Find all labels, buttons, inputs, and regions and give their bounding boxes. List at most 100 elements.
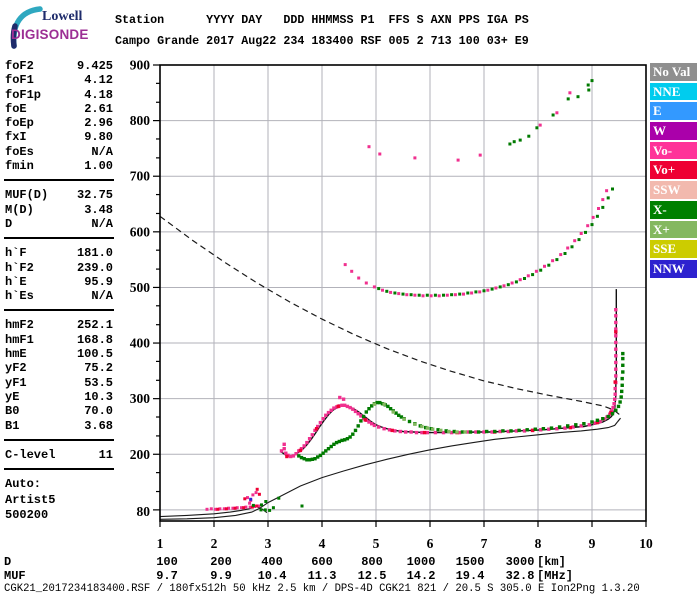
muf-row: MUF 9.7 9.9 10.4 11.3 12.5 14.2 19.4 32.8 [MHz] [0,569,700,583]
legend-item-e: E [650,102,697,121]
param-value: 181.0 [76,246,113,261]
param-label: foEs [5,144,34,159]
distance-value: 600 [311,555,333,569]
lowell-digisonde-logo: Lowell DIGISONDE [4,3,112,49]
param-label: foF1p [5,87,42,102]
param-row-yf2: yF2 75.2 [5,361,113,375]
logo-swoosh-icon [10,6,43,49]
param-label: yE [5,389,20,404]
y-tick-label: 700 [130,169,151,184]
param-label: MUF(D) [5,188,49,203]
y-tick-label: 600 [130,224,151,239]
x-tick-label: 5 [373,536,380,551]
param-value: 4.12 [84,73,113,88]
param-value: 100.5 [76,347,113,362]
param-label: h`Es [5,289,34,304]
param-value: 239.0 [76,260,113,275]
legend-item-vo-: Vo- [650,141,697,160]
distance-unit: [km] [537,555,566,569]
distance-value: 800 [361,555,383,569]
param-value: 168.8 [76,332,113,347]
muf-value: 9.7 [156,569,178,583]
x-tick-label: 8 [535,536,542,551]
param-value: 75.2 [84,361,113,376]
param-value: 1.00 [84,159,113,174]
param-label: M(D) [5,202,34,217]
panel-divider [4,468,114,471]
x-tick-label: 9 [589,536,596,551]
f2-hop-o [343,189,609,298]
param-row-yf1: yF1 53.5 [5,376,113,390]
header-column-titles: Station YYYY DAY DDD HHMMSS P1 FFS S AXN… [115,13,529,27]
muf-value: 12.5 [357,569,387,583]
param-label: B0 [5,404,20,419]
parameter-panel: foF2 9.425 foF1 4.12 foF1p 4.18 foE 2.61 foEp 2.9… [4,59,114,523]
param-value: 53.5 [84,375,113,390]
distance-row: D 100 200 400 600 800 1000 1500 3000 [km] [0,555,700,569]
param-row-fof2: foF2 9.425 [5,59,113,73]
panel-divider [4,309,114,312]
f1-o-trace-red [285,330,618,459]
param-row-hme: hmE 100.5 [5,347,113,361]
param-value: 95.9 [84,274,113,289]
param-label: B1 [5,418,20,433]
param-row-he: h`E 95.9 [5,275,113,289]
muf-value: 32.8 [505,569,535,583]
autoscaling-info-line: Auto: [5,477,42,492]
muf-transmission-curve [159,215,622,423]
legend-item-ssw: SSW [650,181,697,199]
param-label: yF2 [5,361,27,376]
direction-legend: No Val NNE E W Vo- Vo+ SSW X- X+ SSE NNW [650,63,697,280]
param-row-foe: foE 2.61 [5,102,113,116]
legend-item-x+: X+ [650,220,697,239]
e-region-nnw [249,497,253,501]
param-label: hmE [5,347,27,362]
panel-divider [4,438,114,441]
param-value: 70.0 [84,404,113,419]
x-tick-label: 1 [157,536,164,551]
param-row-fof1p: foF1p 4.18 [5,88,113,102]
f3-hop-x [508,79,594,146]
muf-unit: [MHz] [537,569,574,583]
f3-hop-o [367,91,572,162]
y-tick-label: 500 [130,280,151,295]
param-label: foF2 [5,59,34,73]
autoscaling-info-line: Artist5 [5,492,56,507]
legend-item-w: W [650,122,697,140]
distance-value: 1000 [406,555,436,569]
param-label: C-level [5,447,56,462]
logo-lowell-text: Lowell [42,9,83,24]
e-fit-trace [159,505,268,518]
distance-value: 100 [156,555,178,569]
muf-value: 11.3 [307,569,337,583]
param-label: h`E [5,274,27,289]
param-row-hmf2: hmF2 252.1 [5,318,113,332]
logo-digisonde-text: DIGISONDE [11,27,89,42]
param-row-hf: h`F 181.0 [5,246,113,260]
param-row-foes: foEs N/A [5,145,113,159]
legend-item-x-: X- [650,200,697,219]
param-value: 3.68 [84,418,113,433]
plot-frame [159,64,647,522]
param-value: 32.75 [76,188,113,203]
e-region-x [251,496,304,512]
param-label: fxI [5,130,27,145]
legend-item-noval: No Val [650,63,697,81]
header-station-values: Campo Grande 2017 Aug22 234 183400 RSF 0… [115,34,529,48]
axis-tick-labels: 900 800 700 600 500 400 300 200 80 1 2 3 4 5 6 7 8 9 10 [130,58,653,552]
legend-item-nne: NNE [650,82,697,101]
param-row-fmin: fmin 1.00 [5,159,113,173]
autoscaling-info-line: 500200 [5,507,49,522]
distance-label: D [4,555,12,569]
x-tick-label: 6 [427,536,434,551]
x-tick-label: 3 [265,536,272,551]
param-label: foF1 [5,73,34,88]
param-label: yF1 [5,375,27,390]
f1-o-trace [279,308,618,459]
x-tick-label: 7 [481,536,488,551]
param-label: hmF1 [5,332,34,347]
e-region-red [216,487,261,511]
legend-item-sse: SSE [650,240,697,258]
